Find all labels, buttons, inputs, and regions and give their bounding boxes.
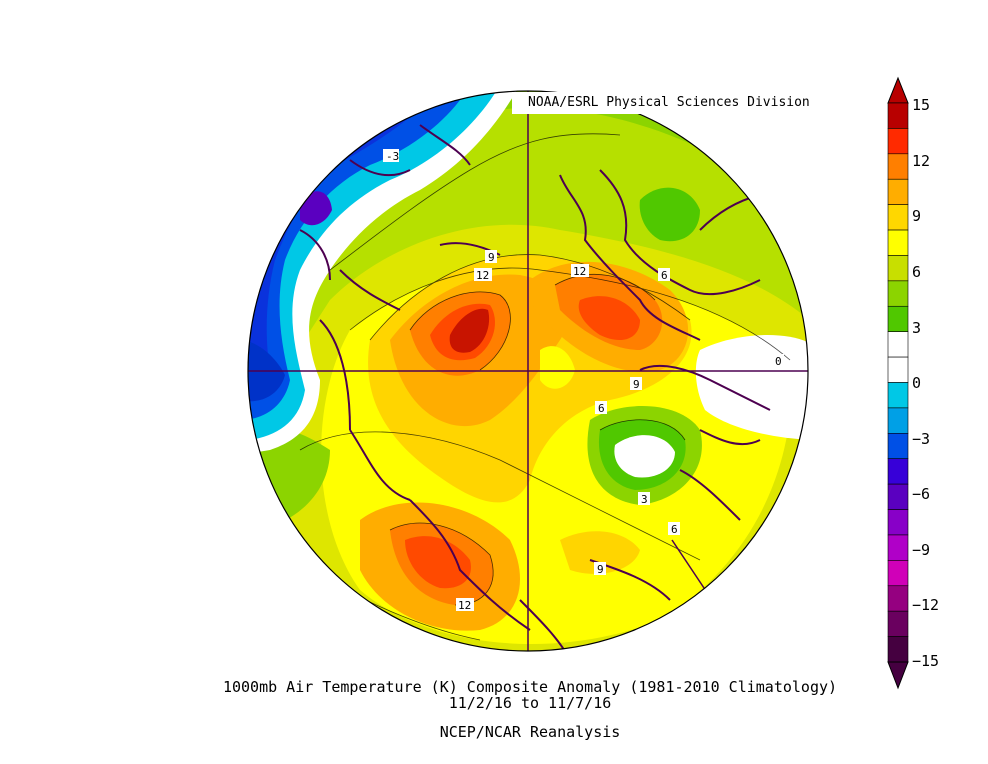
svg-text:6: 6 <box>661 269 668 282</box>
meridian-lines <box>248 91 808 651</box>
svg-text:9: 9 <box>488 251 495 264</box>
svg-text:9: 9 <box>597 563 604 576</box>
contour-label: 9 <box>485 250 497 264</box>
colorbar-label: −3 <box>912 430 931 448</box>
colorbar-cell <box>887 585 909 612</box>
coastlines <box>299 124 771 651</box>
map-boundary <box>247 90 809 652</box>
contour-label: 9 <box>594 562 606 576</box>
colorbar-cell <box>887 509 909 536</box>
colorbar-label: −6 <box>912 485 931 503</box>
colorbar-cell <box>887 534 909 561</box>
svg-text:3: 3 <box>641 493 648 506</box>
colorbar-cell <box>887 178 909 205</box>
colorbar-label: −9 <box>912 541 931 559</box>
contour-label: 6 <box>595 401 607 415</box>
svg-text:6: 6 <box>598 402 605 415</box>
caption-title: 1000mb Air Temperature (K) Composite Ano… <box>222 678 838 696</box>
svg-text:-3: -3 <box>386 150 399 163</box>
contour-label: 12 <box>571 264 589 278</box>
colorbar-cell <box>887 560 909 587</box>
contour-label: 6 <box>658 268 670 282</box>
contour-label: 9 <box>630 377 642 391</box>
colorbar-cell <box>887 128 909 155</box>
svg-text:9: 9 <box>633 378 640 391</box>
contour-label: 3 <box>638 492 650 506</box>
colorbar-label: 0 <box>912 374 922 392</box>
svg-text:0: 0 <box>775 355 782 368</box>
colorbar-cell <box>887 153 909 180</box>
colorbar-cell <box>887 610 909 637</box>
svg-text:12: 12 <box>458 599 471 612</box>
colorbar-cell <box>887 433 909 460</box>
colorbar-top-arrow <box>887 76 909 104</box>
caption-dates: 11/2/16 to 11/7/16 <box>448 694 612 712</box>
colorbar-label: 9 <box>912 207 922 225</box>
colorbar-cell <box>887 356 909 383</box>
contour-label: 12 <box>456 598 474 612</box>
colorbar-label: −12 <box>912 596 940 614</box>
colorbar <box>887 76 909 690</box>
colorbar-label: 3 <box>912 319 922 337</box>
colorbar-cell <box>887 305 909 332</box>
colorbar-label: 6 <box>912 263 922 281</box>
svg-text:12: 12 <box>476 269 489 282</box>
colorbar-cell <box>887 102 909 129</box>
colorbar-cell <box>887 331 909 358</box>
colorbar-label: 15 <box>912 96 931 114</box>
contour-label: 6 <box>668 522 680 536</box>
contour-label: -3 <box>383 149 399 163</box>
colorbar-cell <box>887 280 909 307</box>
colorbar-cell <box>887 382 909 409</box>
colorbar-cell <box>887 229 909 256</box>
colorbar-cell <box>887 407 909 434</box>
credit-label: NOAA/ESRL Physical Sciences Division <box>512 92 828 114</box>
colorbar-cell <box>887 458 909 485</box>
contour-labels: -3 9 12 12 6 0 9 6 3 6 9 12 <box>383 149 784 612</box>
colorbar-cell <box>887 204 909 231</box>
svg-text:12: 12 <box>573 265 586 278</box>
svg-text:6: 6 <box>671 523 678 536</box>
colorbar-cell <box>887 483 909 510</box>
colorbar-cell <box>887 255 909 282</box>
caption-source: NCEP/NCAR Reanalysis <box>439 723 621 741</box>
anomaly-field <box>248 91 808 651</box>
contour-label: 12 <box>474 268 492 282</box>
colorbar-bottom-arrow <box>887 661 909 690</box>
contour-label: 0 <box>772 354 784 368</box>
colorbar-label: 12 <box>912 152 931 170</box>
colorbar-label: −15 <box>912 652 940 670</box>
colorbar-cell <box>887 636 909 663</box>
